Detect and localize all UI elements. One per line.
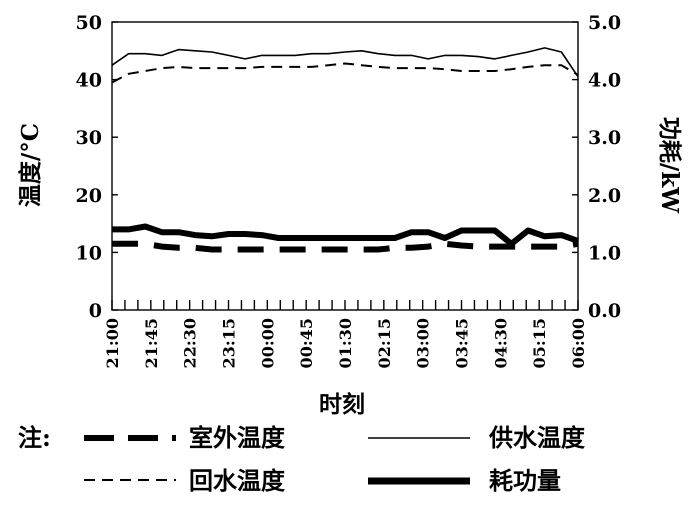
right-tick-label: 2.0 [588,185,621,207]
right-tick-label: 3.0 [588,127,621,149]
x-axis-title: 时刻 [319,391,365,418]
x-tick-label: 21:00 [103,318,122,368]
x-tick-label: 06:00 [569,318,588,368]
series-line-power [112,223,579,247]
right-tick-label: 5.0 [588,12,621,34]
series-layer [111,47,579,253]
series-line-return-temp [111,62,579,84]
left-y-axis: 0 10 20 30 40 50 [76,12,118,322]
x-tick-label: 04:30 [491,318,510,368]
x-axis: 21:00 21:45 22:30 23:15 00:00 00:45 01:30 02:15… [103,300,588,368]
legend-prefix: 注: [18,423,51,452]
right-tick-label: 0.0 [588,300,621,322]
x-tick-label: 00:00 [258,318,277,368]
x-tick-label: 03:00 [414,318,433,368]
right-tick-label: 1.0 [588,242,621,264]
series-line-outdoor-temp [112,240,579,253]
x-tick-label: 01:30 [336,318,355,368]
x-tick-label: 23:15 [220,318,239,368]
plot-frame [111,21,579,311]
x-tick-label: 02:15 [375,318,394,368]
right-axis-title: 功耗/kW [656,117,683,214]
legend-label-supply: 供水温度 [488,423,586,452]
legend-label-outdoor: 室外温度 [189,423,286,452]
legend-label-return: 回水温度 [189,466,286,495]
x-tick-label: 05:15 [530,318,549,368]
left-tick-label: 10 [76,242,102,264]
left-tick-label: 20 [76,185,102,207]
left-axis-title: 温度/°C [17,123,44,207]
x-tick-label: 00:45 [297,318,316,368]
left-tick-label: 50 [76,12,102,34]
series-line-supply-temp [111,47,579,78]
legend: 注: 室外温度 供水温度 回水温度 耗功量 [18,423,586,495]
plot-border [111,21,579,311]
left-tick-label: 30 [76,127,102,149]
legend-label-power: 耗功量 [489,466,561,495]
left-tick-label: 40 [76,70,102,92]
x-tick-label: 22:30 [181,318,200,368]
x-tick-label: 03:45 [453,318,472,368]
right-y-axis: 0.0 1.0 2.0 3.0 4.0 5.0 [572,12,621,322]
left-tick-label: 0 [89,300,102,322]
x-tick-label: 21:45 [142,318,161,368]
right-tick-label: 4.0 [588,70,621,92]
